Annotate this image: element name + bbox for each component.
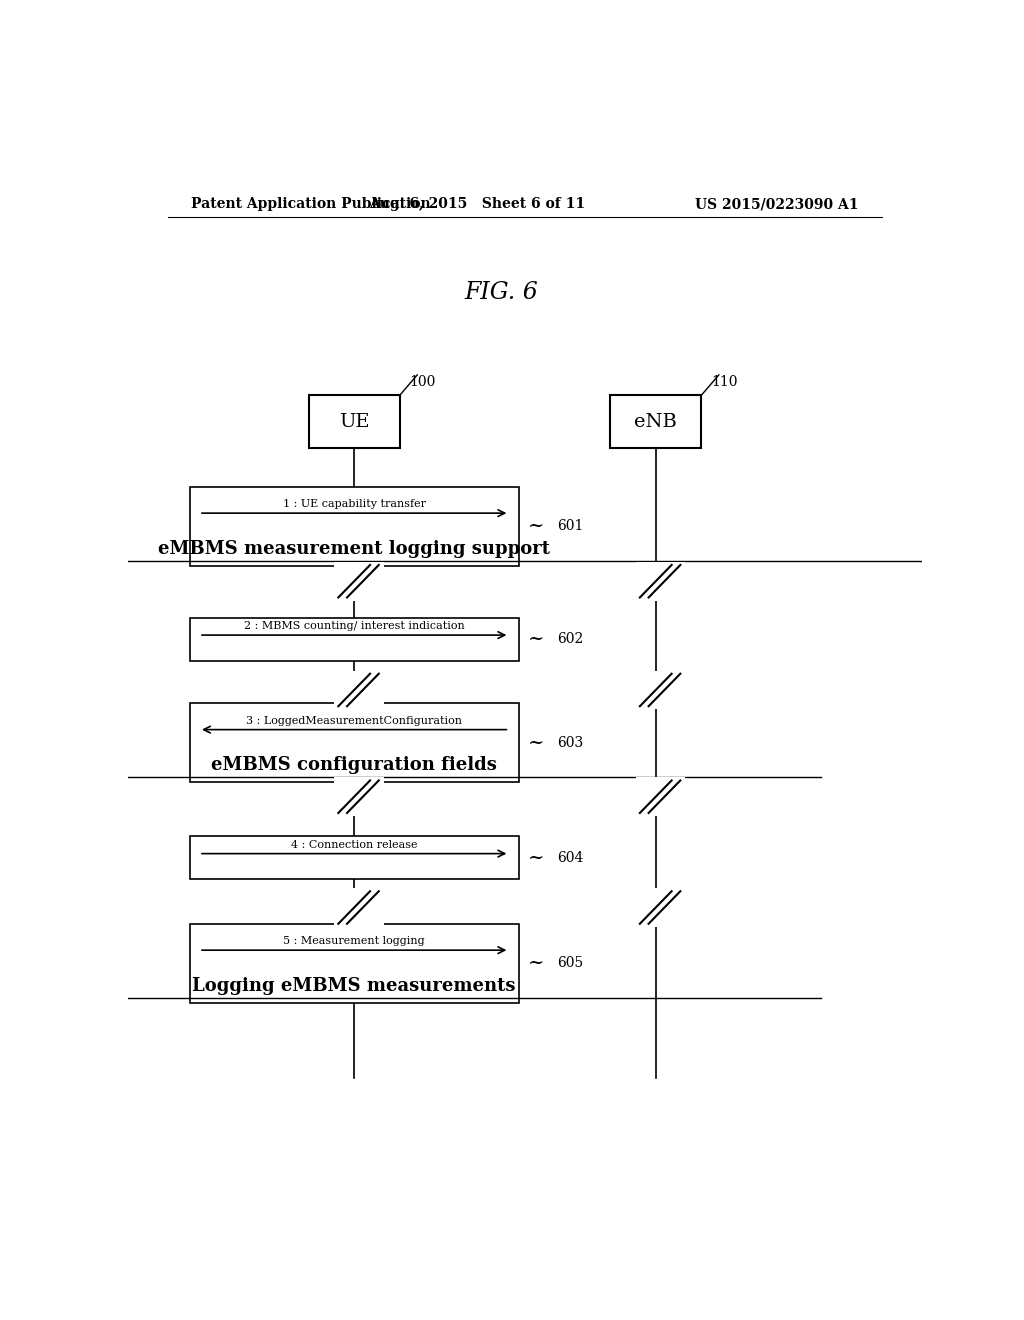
Bar: [189, 837, 519, 879]
Bar: [636, 777, 685, 816]
Text: 4 : Connection release: 4 : Connection release: [291, 840, 418, 850]
Bar: [334, 671, 384, 709]
Text: ~: ~: [528, 517, 545, 536]
Bar: [308, 395, 399, 447]
Text: 1 : UE capability transfer: 1 : UE capability transfer: [283, 499, 426, 510]
Text: ~: ~: [528, 849, 545, 867]
Text: Aug. 6, 2015   Sheet 6 of 11: Aug. 6, 2015 Sheet 6 of 11: [369, 197, 586, 211]
Bar: [189, 487, 519, 566]
Text: UE: UE: [339, 413, 370, 430]
Bar: [334, 562, 384, 601]
Bar: [636, 888, 685, 927]
Text: ~: ~: [528, 954, 545, 973]
Text: 110: 110: [711, 375, 737, 389]
Text: ~: ~: [528, 630, 545, 648]
Text: 601: 601: [557, 519, 584, 533]
Text: FIG. 6: FIG. 6: [464, 281, 538, 304]
Text: 604: 604: [557, 850, 584, 865]
Bar: [636, 562, 685, 601]
Bar: [610, 395, 701, 447]
Text: 605: 605: [557, 957, 584, 970]
Text: 3 : LoggedMeasurementConfiguration: 3 : LoggedMeasurementConfiguration: [246, 715, 462, 726]
Text: Patent Application Publication: Patent Application Publication: [191, 197, 431, 211]
Bar: [189, 924, 519, 1003]
Bar: [334, 777, 384, 816]
Text: eNB: eNB: [634, 413, 677, 430]
Text: 5 : Measurement logging: 5 : Measurement logging: [284, 936, 425, 946]
Text: US 2015/0223090 A1: US 2015/0223090 A1: [694, 197, 858, 211]
Bar: [189, 704, 519, 783]
Bar: [636, 671, 685, 709]
Text: 100: 100: [410, 375, 435, 389]
Text: Logging eMBMS measurements: Logging eMBMS measurements: [193, 977, 516, 995]
Text: ~: ~: [528, 734, 545, 752]
Text: eMBMS measurement logging support: eMBMS measurement logging support: [158, 540, 550, 558]
Bar: [189, 618, 519, 660]
Text: eMBMS configuration fields: eMBMS configuration fields: [211, 756, 497, 775]
Text: 603: 603: [557, 735, 584, 750]
Bar: [334, 888, 384, 927]
Text: 2 : MBMS counting/ interest indication: 2 : MBMS counting/ interest indication: [244, 620, 465, 631]
Text: 602: 602: [557, 632, 584, 647]
